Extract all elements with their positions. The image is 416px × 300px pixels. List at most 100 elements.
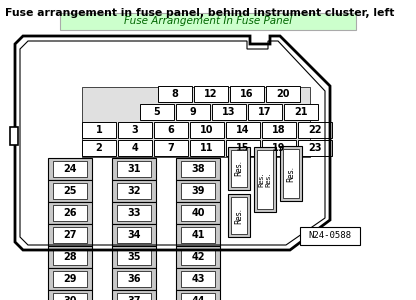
Bar xyxy=(53,161,87,177)
Text: 42: 42 xyxy=(191,252,205,262)
Text: 14: 14 xyxy=(236,125,250,135)
Text: 5: 5 xyxy=(154,107,161,117)
Bar xyxy=(117,205,151,221)
Bar xyxy=(48,180,92,202)
Bar xyxy=(280,146,302,201)
Text: 3: 3 xyxy=(131,125,139,135)
Text: 29: 29 xyxy=(63,274,77,284)
Bar xyxy=(300,227,360,245)
Bar xyxy=(48,246,92,268)
Bar xyxy=(298,140,332,156)
Text: 11: 11 xyxy=(200,143,214,153)
Bar xyxy=(53,183,87,199)
Bar xyxy=(230,86,264,102)
Text: 2: 2 xyxy=(96,143,102,153)
Bar xyxy=(181,249,215,265)
Text: 28: 28 xyxy=(63,252,77,262)
Text: 26: 26 xyxy=(63,208,77,218)
Bar xyxy=(176,158,220,180)
Bar xyxy=(176,104,210,120)
Bar xyxy=(53,249,87,265)
Bar xyxy=(117,183,151,199)
Text: 21: 21 xyxy=(294,107,308,117)
Bar xyxy=(228,194,250,237)
Text: 27: 27 xyxy=(63,230,77,240)
Text: 30: 30 xyxy=(63,296,77,300)
Text: 41: 41 xyxy=(191,230,205,240)
Text: 19: 19 xyxy=(272,143,286,153)
Text: 37: 37 xyxy=(127,296,141,300)
Bar xyxy=(181,161,215,177)
Text: Res.
Res.: Res. Res. xyxy=(258,172,272,187)
Bar xyxy=(117,293,151,300)
Bar xyxy=(283,149,299,198)
Text: 20: 20 xyxy=(276,89,290,99)
Text: 38: 38 xyxy=(191,164,205,174)
Text: 8: 8 xyxy=(171,89,178,99)
Bar xyxy=(262,140,296,156)
Text: N24-0588: N24-0588 xyxy=(309,232,352,241)
Text: 15: 15 xyxy=(236,143,250,153)
Bar xyxy=(48,268,92,290)
Bar xyxy=(53,271,87,287)
Bar xyxy=(228,147,250,190)
Bar xyxy=(158,86,192,102)
Text: 16: 16 xyxy=(240,89,254,99)
Text: Res.: Res. xyxy=(235,160,243,176)
Bar xyxy=(48,224,92,246)
Text: 22: 22 xyxy=(308,125,322,135)
Text: 13: 13 xyxy=(222,107,236,117)
Text: 24: 24 xyxy=(63,164,77,174)
Bar xyxy=(82,122,116,138)
Bar xyxy=(190,140,224,156)
Bar xyxy=(82,87,310,157)
Bar xyxy=(118,122,152,138)
Bar xyxy=(112,224,156,246)
Bar xyxy=(266,86,300,102)
Bar xyxy=(112,246,156,268)
Bar xyxy=(284,104,318,120)
Bar xyxy=(262,122,296,138)
Bar xyxy=(194,86,228,102)
Bar xyxy=(176,202,220,224)
Text: 44: 44 xyxy=(191,296,205,300)
Bar xyxy=(176,224,220,246)
Text: 12: 12 xyxy=(204,89,218,99)
Bar xyxy=(112,268,156,290)
Bar xyxy=(181,205,215,221)
Text: 7: 7 xyxy=(168,143,174,153)
Bar xyxy=(248,104,282,120)
Bar xyxy=(212,104,246,120)
Bar xyxy=(10,127,18,145)
Text: 31: 31 xyxy=(127,164,141,174)
Bar xyxy=(154,122,188,138)
Bar xyxy=(48,290,92,300)
Text: Fuse Arrangement In Fuse Panel: Fuse Arrangement In Fuse Panel xyxy=(124,16,292,26)
Bar xyxy=(231,197,247,234)
Bar xyxy=(48,158,92,180)
Polygon shape xyxy=(15,36,330,250)
Bar xyxy=(53,227,87,243)
Bar xyxy=(82,140,116,156)
Text: 17: 17 xyxy=(258,107,272,117)
Bar xyxy=(226,140,260,156)
Bar xyxy=(298,122,332,138)
Bar xyxy=(112,158,156,180)
Bar xyxy=(257,150,273,209)
Bar xyxy=(176,290,220,300)
Text: 9: 9 xyxy=(190,107,196,117)
Bar xyxy=(154,140,188,156)
Bar xyxy=(181,271,215,287)
Text: 43: 43 xyxy=(191,274,205,284)
Text: 6: 6 xyxy=(168,125,174,135)
Text: Fuse arrangement in fuse panel, behind instrument cluster, left: Fuse arrangement in fuse panel, behind i… xyxy=(5,8,394,18)
Bar xyxy=(112,180,156,202)
Bar xyxy=(117,271,151,287)
Bar xyxy=(181,183,215,199)
Bar xyxy=(140,104,174,120)
Bar xyxy=(112,290,156,300)
Bar xyxy=(117,249,151,265)
Bar xyxy=(118,140,152,156)
Text: 36: 36 xyxy=(127,274,141,284)
Bar xyxy=(176,246,220,268)
